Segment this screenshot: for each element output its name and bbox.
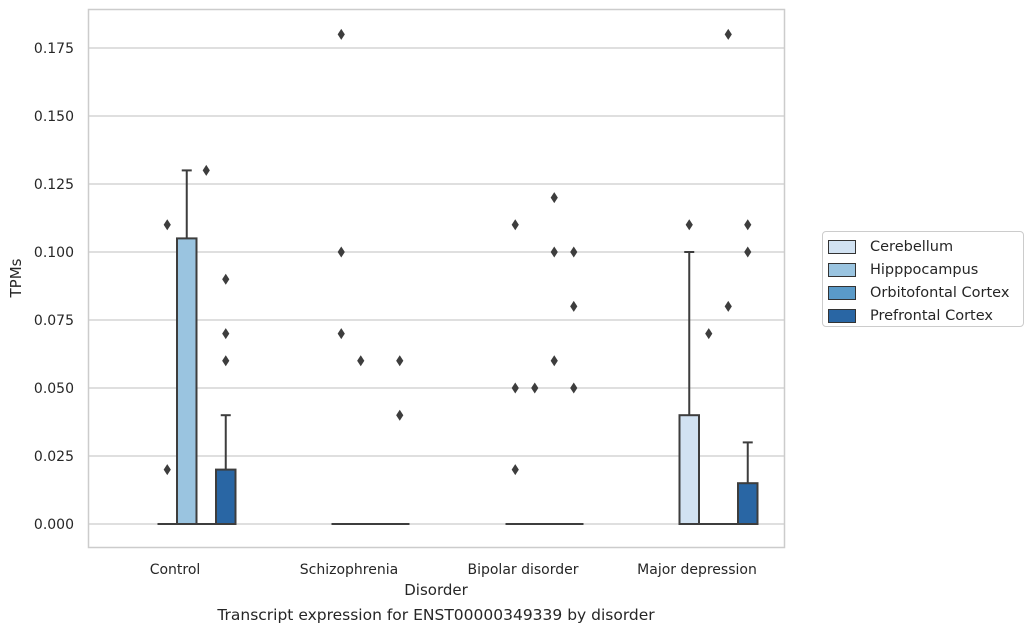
y-tick-label: 0.125: [34, 177, 74, 193]
box-group: [678, 251, 700, 526]
box-group: [737, 441, 759, 526]
legend-item-prefrontal: Prefrontal Cortex: [828, 304, 1023, 327]
y-tick-labels: 0.000 0.025 0.050 0.075 0.100 0.125 0.150 0.175: [34, 41, 74, 533]
outlier-point: [511, 382, 519, 394]
box-plots: [157, 169, 759, 526]
box-group: [176, 169, 198, 525]
box: [737, 482, 759, 526]
figure-caption: Transcript expression for ENST0000034933…: [217, 606, 655, 624]
outlier-point: [202, 164, 210, 176]
outlier-point: [570, 382, 578, 394]
legend-swatch: [828, 239, 856, 254]
outlier-point: [337, 246, 345, 258]
plot-frame: [87, 8, 786, 549]
y-tick-label: 0.150: [34, 109, 74, 125]
outlier-point: [511, 464, 519, 476]
legend-label: Cerebellum: [870, 238, 954, 255]
y-tick-label: 0.175: [34, 41, 74, 57]
outlier-point: [222, 355, 230, 367]
box: [678, 414, 700, 526]
box: [176, 237, 198, 525]
outlier-point: [705, 328, 713, 340]
outlier-point: [222, 328, 230, 340]
outlier-point: [550, 192, 558, 204]
x-tick-label: Control: [150, 562, 201, 578]
y-axis-label: TPMs: [7, 258, 25, 298]
outlier-point: [550, 355, 558, 367]
x-tick-label: Major depression: [637, 562, 757, 578]
outlier-point: [744, 219, 752, 231]
outlier-point: [337, 28, 345, 40]
outlier-point: [531, 382, 539, 394]
outlier-point: [357, 355, 365, 367]
outlier-point: [685, 219, 693, 231]
legend-label: Orbitofontal Cortex: [870, 284, 1010, 301]
outlier-point: [337, 328, 345, 340]
y-tick-label: 0.000: [34, 517, 74, 533]
outlier-point: [550, 246, 558, 258]
outlier-point: [744, 246, 752, 258]
legend-swatch: [828, 308, 856, 323]
box: [215, 468, 237, 526]
x-tick-label: Schizophrenia: [300, 562, 398, 578]
legend: Cerebellum Hipppocampus Orbitofontal Cor…: [822, 231, 1024, 327]
outlier-point: [570, 300, 578, 312]
y-tick-label: 0.050: [34, 381, 74, 397]
outlier-point: [163, 219, 171, 231]
outlier-point: [396, 355, 404, 367]
outlier-point: [570, 246, 578, 258]
y-tick-label: 0.075: [34, 313, 74, 329]
legend-item-hippocampus: Hipppocampus: [828, 258, 1023, 281]
x-tick-label: Bipolar disorder: [467, 562, 578, 578]
outlier-points: [163, 28, 752, 476]
legend-label: Prefrontal Cortex: [870, 307, 993, 324]
outlier-point: [396, 409, 404, 421]
outlier-point: [724, 28, 732, 40]
legend-swatch: [828, 285, 856, 300]
y-tick-label: 0.100: [34, 245, 74, 261]
legend-label: Hipppocampus: [870, 261, 979, 278]
legend-swatch: [828, 262, 856, 277]
legend-item-cerebellum: Cerebellum: [828, 235, 1023, 258]
x-tick-labels: Control Schizophrenia Bipolar disorder Majo…: [150, 562, 757, 578]
outlier-point: [724, 300, 732, 312]
outlier-point: [222, 273, 230, 285]
box-group: [215, 414, 237, 526]
grid-lines: [88, 47, 784, 525]
outlier-point: [511, 219, 519, 231]
outlier-point: [163, 464, 171, 476]
x-axis-label: Disorder: [404, 581, 468, 599]
legend-item-orbitofrontal: Orbitofontal Cortex: [828, 281, 1023, 304]
y-tick-label: 0.025: [34, 449, 74, 465]
